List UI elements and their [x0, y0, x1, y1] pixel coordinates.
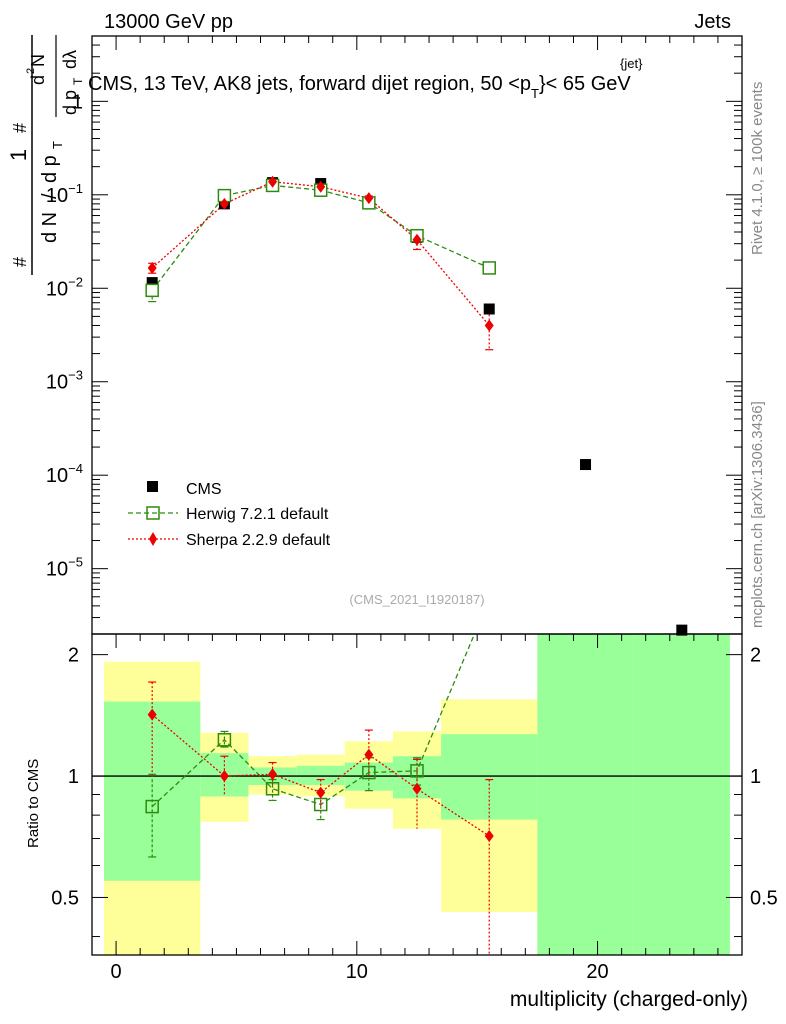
- ylabel-dN: d N: [39, 212, 61, 243]
- ratio-y-tick-label-left-1: 1: [68, 766, 79, 788]
- plot-title-suffix: }< 65 GeV: [539, 73, 631, 95]
- sherpa-point-6: [484, 319, 494, 332]
- cms-point-6: [483, 303, 495, 315]
- sherpa-point-0: [147, 261, 157, 274]
- header-left: 13000 GeV pp: [104, 11, 233, 33]
- plot-title: CMS, 13 TeV, AK8 jets, forward dijet reg…: [88, 73, 631, 101]
- plot-title-sup: {jet}: [620, 56, 643, 71]
- herwig-ratio-point-5: [410, 764, 424, 778]
- rivet-label: Rivet 4.1.0, ≥ 100k events: [749, 82, 766, 255]
- herwig-point-6: [482, 261, 496, 275]
- main-y-tick-label-5: 10−5: [46, 555, 83, 581]
- x-tick-label-0: 0: [111, 961, 122, 983]
- x-axis-label: multiplicity (charged-only): [510, 988, 748, 1011]
- main-y-tick-label-4: 10−4: [46, 461, 83, 487]
- legend-label-herwig: Herwig 7.2.1 default: [186, 506, 329, 523]
- ratio-y-tick-label-right-1: 1: [750, 766, 761, 788]
- cms-point-7: [580, 459, 592, 471]
- ratio-y-tick-label-left-2: 2: [68, 645, 79, 667]
- plot-title-prefix: CMS, 13 TeV, AK8 jets, forward dijet reg…: [88, 73, 531, 95]
- sherpa-ratio-point-1: [219, 770, 229, 783]
- legend-marker-cms: [147, 481, 158, 492]
- main-y-tick-label-3: 10−3: [46, 368, 83, 394]
- legend-label-cms: CMS: [186, 481, 222, 498]
- ylabel-den-dl: dλ: [60, 50, 80, 69]
- plot-title-sub: T: [531, 86, 539, 101]
- ratio-band-inner-8: [633, 634, 730, 955]
- x-tick-label-1: 10: [346, 961, 368, 983]
- ratio-band-inner-7: [537, 634, 634, 955]
- ratio-y-label: Ratio to CMS: [25, 759, 42, 848]
- sherpa-point-3: [316, 180, 326, 193]
- header-right: Jets: [694, 11, 731, 33]
- sherpa-point-2: [268, 175, 278, 188]
- sherpa-ratio-point-4: [364, 748, 374, 761]
- legend-marker-herwig: [146, 506, 160, 520]
- main-y-axis-label: 1 # d N / d p T # d 2 N d p T dλ: [6, 35, 85, 275]
- sherpa-ratio-point-5: [412, 782, 422, 795]
- ratio-y-tick-label-right-0: 0.5: [750, 887, 778, 909]
- ylabel-d2N-N: N: [28, 54, 48, 67]
- legend: CMS Herwig 7.2.1 default Sherpa 2.2.9 de…: [128, 481, 331, 549]
- ylabel-d2N-d: d: [28, 75, 48, 85]
- ylabel-dp: d p: [39, 155, 61, 183]
- main-y-tick-label-1: 10−1: [46, 181, 83, 207]
- herwig-point-0: [145, 283, 159, 298]
- ylabel-num-hash: #: [10, 123, 30, 133]
- ylabel-T: T: [50, 141, 65, 149]
- legend-marker-sherpa: [149, 532, 157, 546]
- x-tick-label-2: 20: [586, 961, 608, 983]
- ratio-band-inner-6: [441, 734, 538, 820]
- ratio-y-tick-label-right-2: 2: [750, 645, 761, 667]
- legend-label-sherpa: Sherpa 2.2.9 default: [186, 532, 331, 549]
- cms-point-0: [146, 277, 158, 289]
- ylabel-den-dp: d p: [60, 90, 80, 115]
- ylabel-slash: /: [39, 193, 61, 199]
- herwig-ratio-point-4: [362, 765, 376, 780]
- main-y-tick-label-2: 10−2: [46, 274, 83, 300]
- sherpa-point-4: [364, 192, 374, 205]
- ylabel-den-T: T: [71, 77, 85, 85]
- mcplots-label: mcplots.cern.ch [arXiv:1306.3436]: [749, 401, 766, 628]
- sherpa-ratio-point-3: [316, 786, 326, 799]
- sherpa-point-5: [412, 233, 422, 246]
- ylabel-d2N-2: 2: [25, 68, 37, 74]
- herwig-ratio-point-2: [265, 782, 280, 796]
- sherpa-line: [151, 181, 490, 326]
- main-plot: [145, 175, 688, 636]
- ratio-y-tick-label-left-0: 0.5: [51, 887, 79, 909]
- ratio-plot: [92, 633, 742, 955]
- sherpa-ratio-point-0: [147, 708, 157, 721]
- herwig-ratio-point-0: [145, 799, 159, 814]
- sherpa-ratio-point-2: [268, 768, 278, 781]
- ylabel-hash: #: [10, 257, 30, 267]
- sherpa-ratio-point-6: [484, 830, 494, 843]
- ylabel-one: 1: [6, 149, 31, 161]
- cms-point-8: [676, 624, 688, 636]
- main-y-tick-label-0: 1: [72, 91, 83, 113]
- axes: 0 10 20 1 10−1 10−2 10−3 10−4 10−5 0.5 0.5 1 1 2 2: [46, 35, 778, 983]
- herwig-line: [151, 184, 490, 291]
- analysis-id: (CMS_2021_I1920187): [349, 592, 484, 607]
- sherpa-point-1: [219, 197, 229, 210]
- herwig-ratio-point-1: [217, 733, 232, 747]
